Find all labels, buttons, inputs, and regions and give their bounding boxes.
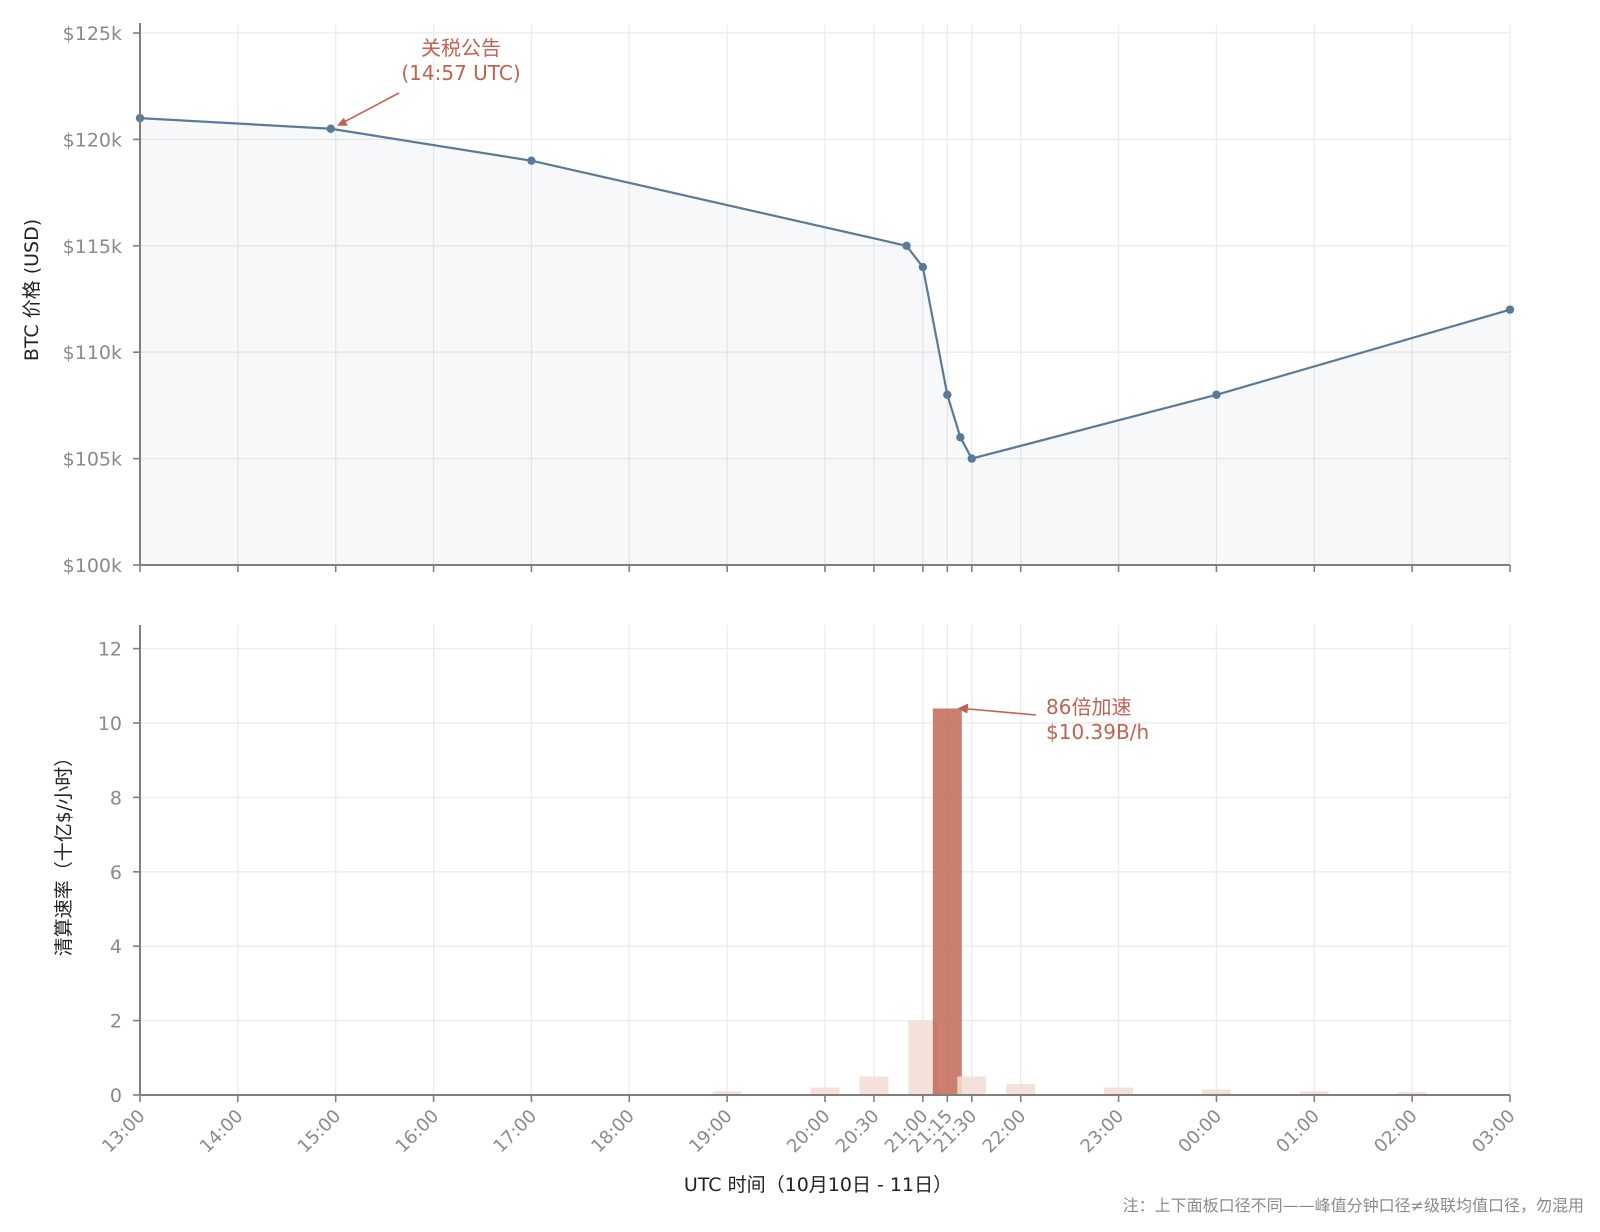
x-tick-label: 20:00 (783, 1106, 835, 1158)
x-tick-label: 00:00 (1174, 1106, 1226, 1158)
peak-annotation-arrowhead (957, 703, 969, 714)
price-panel: $100k $105k $110k $115k $120k $125k 关税公告(14:57… (63, 23, 1515, 577)
price-point (967, 454, 976, 463)
liquidation-y-tick-label: 2 (110, 1011, 122, 1033)
liquidation-y-tick-label: 4 (110, 936, 122, 958)
x-tick-label: 19:00 (685, 1106, 737, 1158)
liquidation-peak-bar (932, 708, 962, 1095)
liquidation-bar (1104, 1087, 1134, 1095)
x-tick-label: 15:00 (294, 1106, 346, 1158)
tariff-annotation-title: 关税公告 (421, 36, 501, 60)
tariff-annotation-time: (14:57 UTC) (401, 61, 520, 85)
price-point (956, 433, 965, 442)
x-tick-label: 20:30 (832, 1106, 884, 1158)
price-y-tick-label: $100k (63, 555, 122, 577)
price-axis-title: BTC 价格 (USD) (21, 219, 43, 361)
price-y-tick-label: $115k (63, 236, 122, 258)
price-point (902, 241, 911, 250)
liquidation-bar (1006, 1083, 1036, 1095)
liquidation-bar (712, 1091, 742, 1095)
peak-annotation-value: $10.39B/h (1046, 720, 1149, 744)
price-y-tick-label: $125k (63, 23, 122, 45)
liquidation-y-tick-label: 10 (98, 713, 122, 735)
price-y-tick-label: $105k (63, 449, 122, 471)
x-tick-label: 13:00 (98, 1106, 150, 1158)
liquidation-y-tick-label: 8 (110, 787, 122, 809)
price-area (140, 118, 1510, 566)
tariff-annotation-arrow (338, 92, 400, 126)
liquidation-bar (859, 1076, 889, 1095)
liquidation-bar (810, 1087, 840, 1095)
x-tick-label: 03:00 (1468, 1106, 1520, 1158)
liquidation-panel: 0 2 4 6 8 10 12 13:00 14:00 15:00 16:00 17:00 18:00 1… (98, 625, 1520, 1157)
price-point (1505, 305, 1515, 314)
peak-annotation-arrow (963, 707, 1037, 716)
liquidation-axis-title: 清算速率（十亿$/小时） (53, 748, 75, 957)
x-tick-label: 14:00 (196, 1106, 248, 1158)
price-point (326, 124, 336, 133)
liquidation-bar (1397, 1092, 1427, 1095)
liquidation-y-tick-label: 12 (98, 639, 122, 661)
x-tick-label: 16:00 (392, 1106, 444, 1158)
x-tick-label: 02:00 (1370, 1106, 1422, 1158)
x-tick-label: 18:00 (587, 1106, 639, 1158)
price-y-tick-label: $110k (63, 342, 122, 364)
price-line (139, 117, 1511, 460)
price-y-tick-label: $120k (63, 129, 122, 151)
x-tick-label: 01:00 (1272, 1106, 1324, 1158)
liquidation-y-tick-label: 0 (110, 1085, 122, 1107)
price-point (918, 262, 928, 272)
x-tick-label: 23:00 (1077, 1106, 1129, 1158)
liquidation-bar (1201, 1089, 1231, 1095)
liquidation-bar (1299, 1091, 1329, 1095)
liquidation-bar (957, 1076, 987, 1095)
x-tick-label: 17:00 (489, 1106, 541, 1158)
liquidation-y-tick-label: 6 (110, 862, 122, 884)
price-point (943, 390, 952, 399)
liquidation-bar (908, 1020, 938, 1095)
tariff-annotation-arrowhead (336, 117, 348, 126)
footnote: 注：上下面板口径不同——峰值分钟口径≠级联均值口径，勿混用 (1123, 1196, 1584, 1215)
x-tick-label: 22:00 (979, 1106, 1031, 1158)
price-point (1212, 390, 1221, 399)
price-point (527, 156, 536, 165)
peak-annotation-title: 86倍加速 (1046, 695, 1131, 719)
x-axis-title: UTC 时间（10月10日 - 11日） (684, 1174, 952, 1196)
